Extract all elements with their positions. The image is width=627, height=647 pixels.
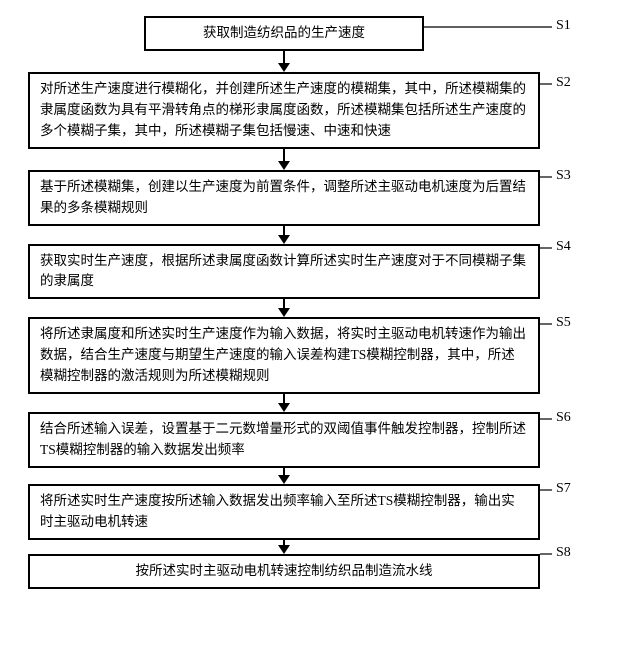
label-s2: S2	[556, 75, 571, 91]
arrow-1-2	[278, 51, 290, 72]
step-s1-text: 获取制造纺织品的生产速度	[203, 25, 365, 40]
step-s7-text: 将所述实时生产速度按所述输入数据发出频率输入至所述TS模糊控制器，输出实时主驱动…	[40, 493, 515, 529]
arrow-6-7	[278, 468, 290, 484]
step-s5: 将所述隶属度和所述实时生产速度作为输入数据，将实时主驱动电机转速作为输出数据，结…	[28, 317, 540, 394]
flowchart-container: 获取制造纺织品的生产速度 对所述生产速度进行模糊化，并创建所述生产速度的模糊集，…	[28, 16, 540, 589]
label-s3: S3	[556, 168, 571, 184]
arrow-2-3	[278, 149, 290, 170]
arrow-5-6	[278, 394, 290, 412]
arrow-3-4	[278, 226, 290, 244]
step-s2-text: 对所述生产速度进行模糊化，并创建所述生产速度的模糊集，其中，所述模糊集的隶属度函…	[40, 81, 526, 138]
arrow-4-5	[278, 299, 290, 317]
step-s8-text: 按所述实时主驱动电机转速控制纺织品制造流水线	[136, 563, 433, 578]
step-s3: 基于所述模糊集，创建以生产速度为前置条件，调整所述主驱动电机速度为后置结果的多条…	[28, 170, 540, 226]
arrow-7-8	[278, 540, 290, 554]
label-s6: S6	[556, 410, 571, 426]
label-s1: S1	[556, 18, 571, 34]
step-s1: 获取制造纺织品的生产速度	[144, 16, 424, 51]
step-s6: 结合所述输入误差，设置基于二元数增量形式的双阈值事件触发控制器，控制所述TS模糊…	[28, 412, 540, 468]
label-s8: S8	[556, 545, 571, 561]
step-s5-text: 将所述隶属度和所述实时生产速度作为输入数据，将实时主驱动电机转速作为输出数据，结…	[40, 326, 526, 383]
label-s7: S7	[556, 481, 571, 497]
step-s8: 按所述实时主驱动电机转速控制纺织品制造流水线	[28, 554, 540, 589]
step-s4: 获取实时生产速度，根据所述隶属度函数计算所述实时生产速度对于不同模糊子集的隶属度	[28, 244, 540, 300]
label-s5: S5	[556, 315, 571, 331]
step-s4-text: 获取实时生产速度，根据所述隶属度函数计算所述实时生产速度对于不同模糊子集的隶属度	[40, 253, 526, 289]
step-s6-text: 结合所述输入误差，设置基于二元数增量形式的双阈值事件触发控制器，控制所述TS模糊…	[40, 421, 526, 457]
step-s3-text: 基于所述模糊集，创建以生产速度为前置条件，调整所述主驱动电机速度为后置结果的多条…	[40, 179, 526, 215]
step-s7: 将所述实时生产速度按所述输入数据发出频率输入至所述TS模糊控制器，输出实时主驱动…	[28, 484, 540, 540]
label-s4: S4	[556, 239, 571, 255]
step-s2: 对所述生产速度进行模糊化，并创建所述生产速度的模糊集，其中，所述模糊集的隶属度函…	[28, 72, 540, 149]
